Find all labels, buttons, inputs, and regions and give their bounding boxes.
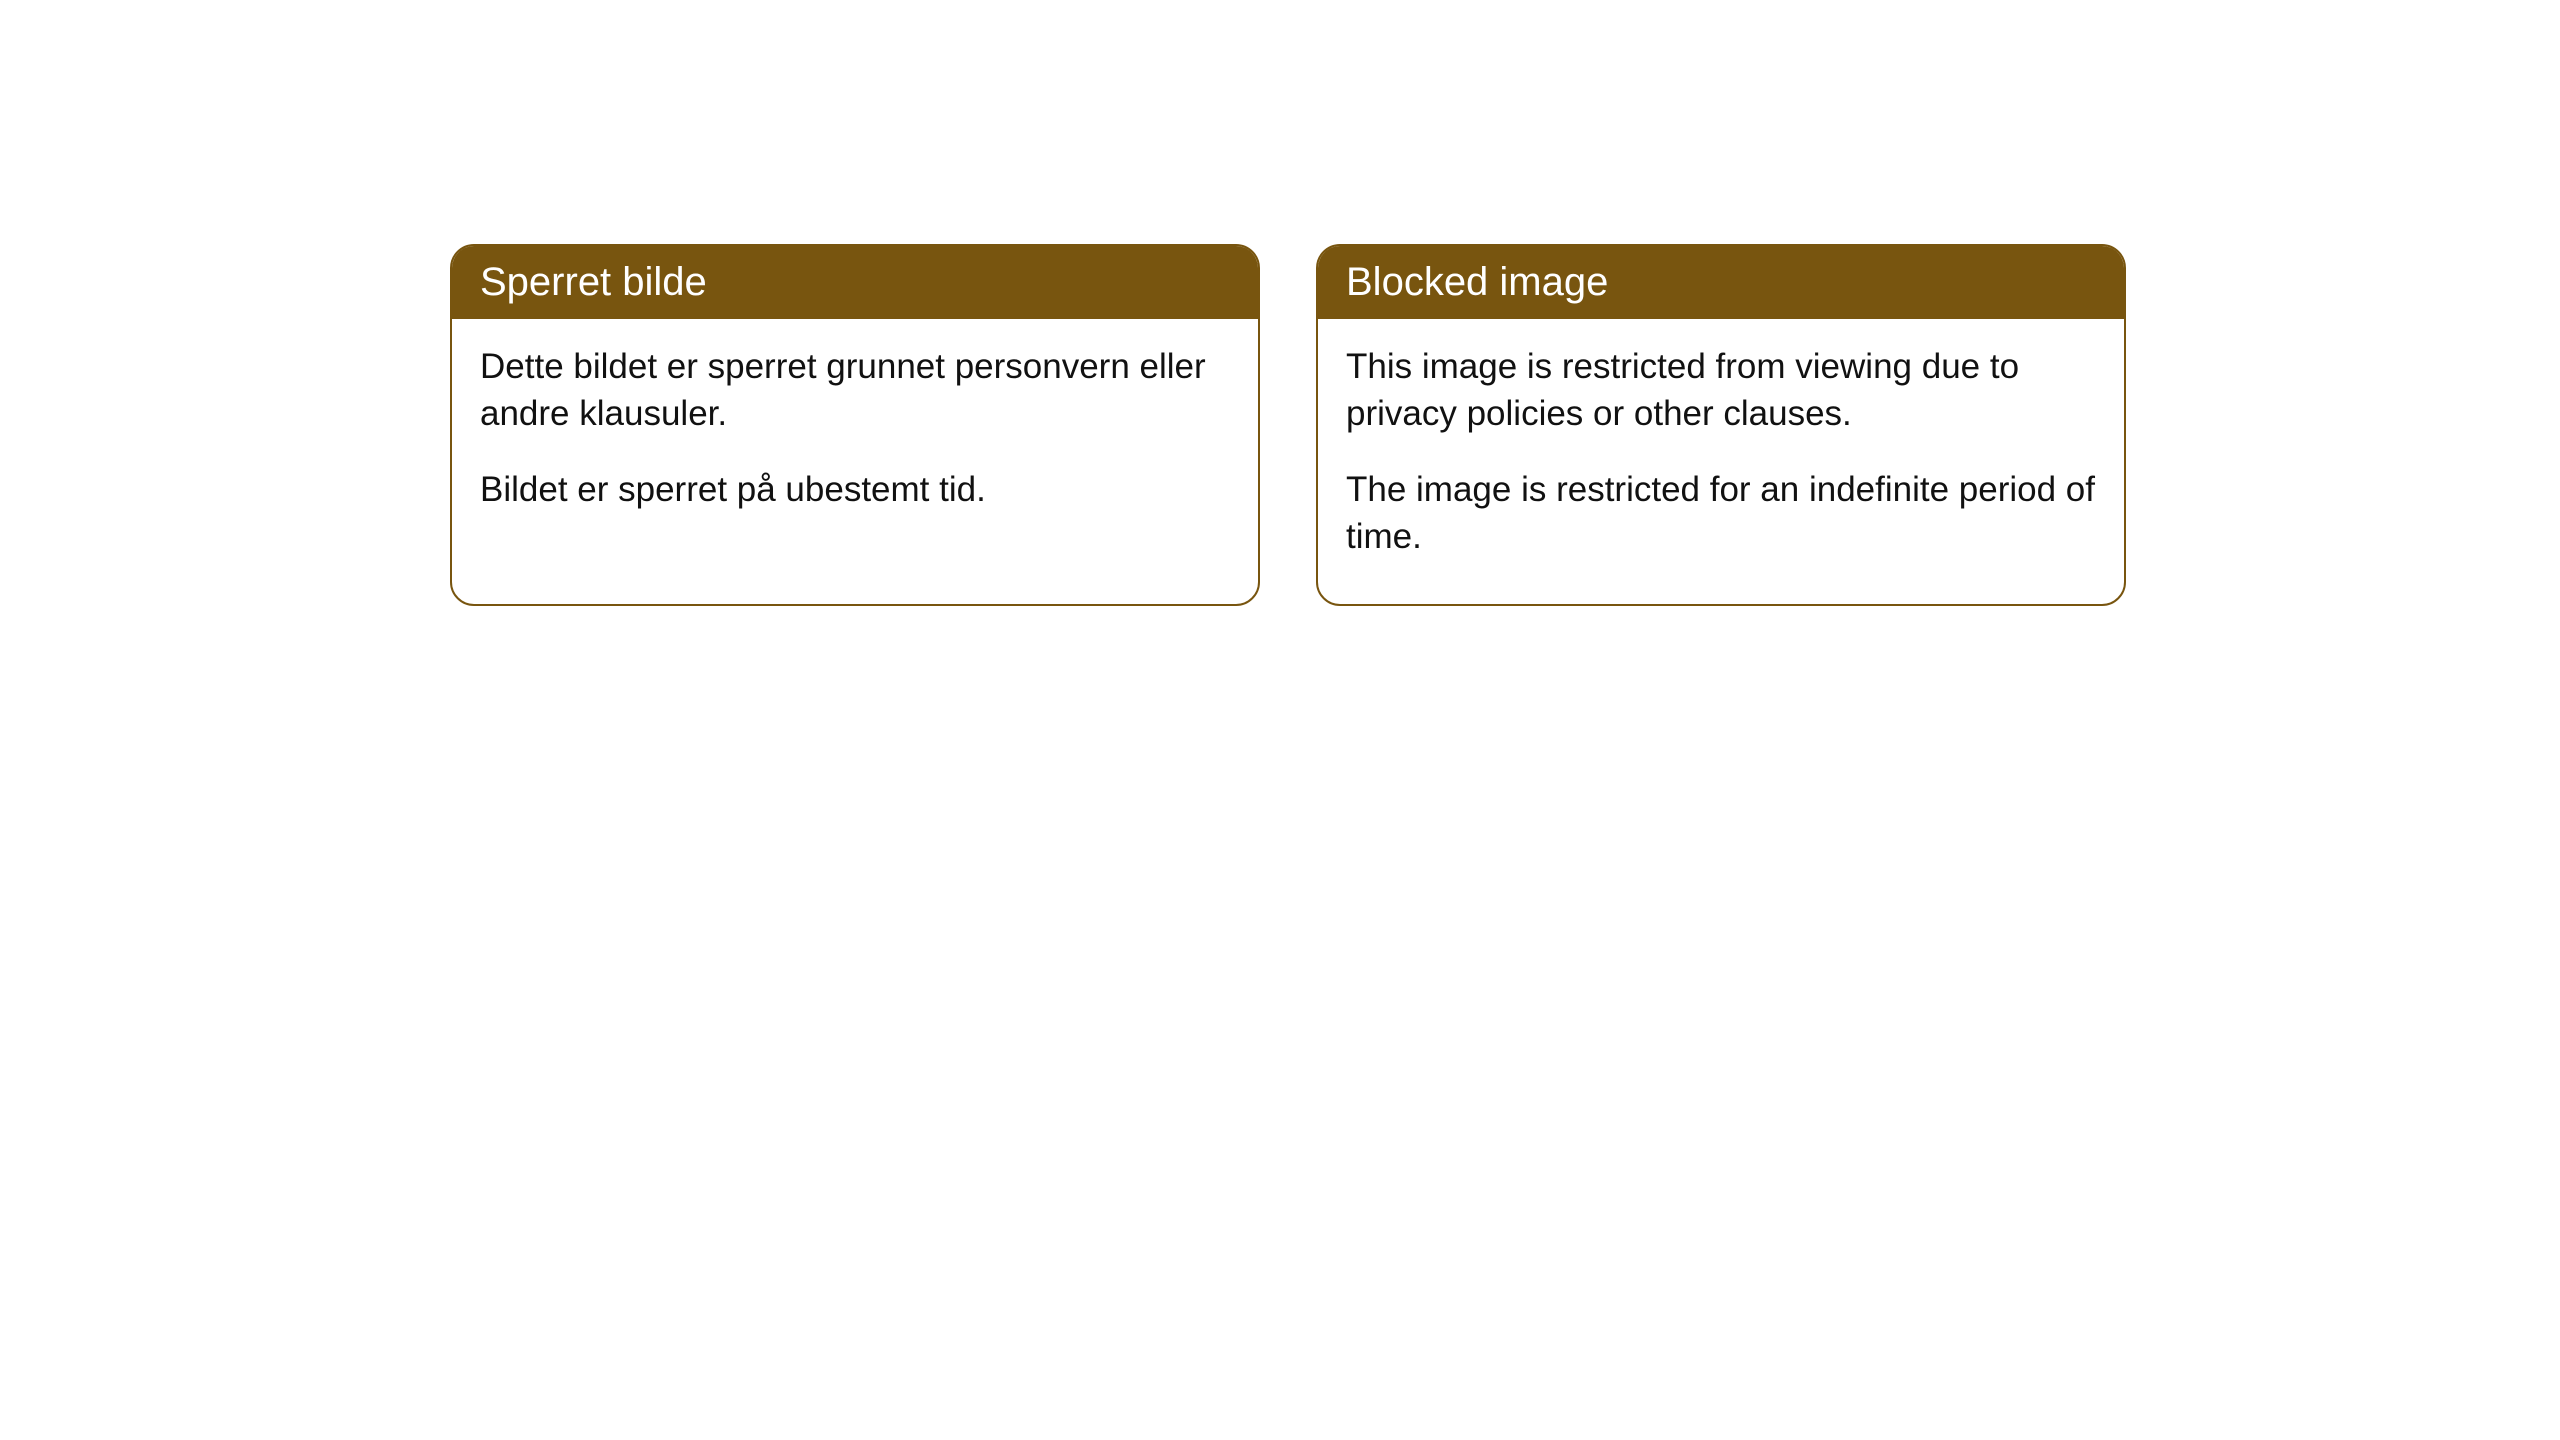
card-body-en: This image is restricted from viewing du… xyxy=(1318,319,2124,604)
card-body-no: Dette bildet er sperret grunnet personve… xyxy=(452,319,1258,557)
card-paragraph: This image is restricted from viewing du… xyxy=(1346,343,2096,438)
card-paragraph: Bildet er sperret på ubestemt tid. xyxy=(480,466,1230,513)
notice-card-en: Blocked image This image is restricted f… xyxy=(1316,244,2126,606)
notice-card-no: Sperret bilde Dette bildet er sperret gr… xyxy=(450,244,1260,606)
card-header-no: Sperret bilde xyxy=(452,246,1258,319)
card-header-en: Blocked image xyxy=(1318,246,2124,319)
card-paragraph: Dette bildet er sperret grunnet personve… xyxy=(480,343,1230,438)
card-paragraph: The image is restricted for an indefinit… xyxy=(1346,466,2096,561)
notice-cards-container: Sperret bilde Dette bildet er sperret gr… xyxy=(0,0,2560,606)
